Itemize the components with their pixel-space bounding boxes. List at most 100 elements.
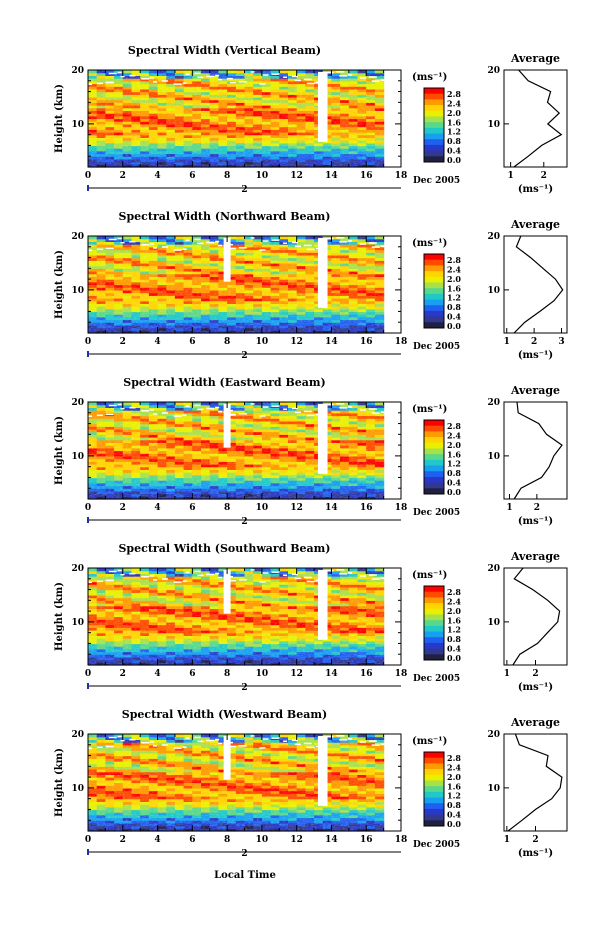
average-y-tick-label: 20: [487, 66, 500, 76]
data-gap: [88, 249, 92, 251]
colorbar-tick-label: 0.8: [447, 136, 461, 146]
colorbar-tick-label: 0.4: [447, 312, 461, 322]
data-gap: [153, 413, 158, 415]
data-gap: [339, 75, 348, 77]
colorbar-tick-label: 1.6: [447, 449, 461, 459]
data-gap: [359, 77, 366, 79]
colorbar-segment: [424, 288, 444, 295]
data-gap: [117, 237, 122, 240]
colorbar-tick-label: 1.6: [447, 117, 461, 127]
data-gap: [336, 237, 345, 239]
data-gap: [368, 76, 377, 78]
heatmap-texture: [88, 70, 384, 167]
data-gap: [153, 81, 158, 83]
data-gap: [105, 413, 114, 416]
data-gap: [194, 404, 201, 407]
day-marker: 2: [241, 351, 247, 361]
x-tick-label: 6: [189, 171, 195, 181]
data-gap: [218, 244, 223, 247]
colorbar-segment: [424, 431, 444, 438]
average-x-tick-label: 1: [504, 337, 510, 347]
average-title: Average: [510, 218, 560, 231]
colorbar-segment: [424, 122, 444, 129]
colorbar-segment: [424, 293, 444, 301]
y-tick-label: 10: [71, 452, 84, 462]
data-gap: [250, 403, 255, 405]
colorbar-segment: [424, 476, 444, 484]
x-tick-label: 14: [325, 337, 338, 347]
colorbar-segment: [424, 116, 444, 123]
colorbar-frame: [423, 87, 445, 163]
data-gap: [339, 241, 348, 243]
y-tick-label: 20: [71, 66, 84, 76]
data-gap: [327, 403, 334, 406]
x-tick-label: 6: [189, 337, 195, 347]
data-gap: [182, 414, 187, 416]
data-gap: [303, 78, 312, 81]
colorbar-segment: [424, 259, 444, 266]
data-gap: [306, 82, 315, 85]
data-gap: [294, 411, 301, 414]
data-gap: [120, 407, 125, 410]
data-gap: [117, 71, 122, 74]
colorbar-tick-label: 0.0: [447, 487, 461, 497]
date-label: Dec 2005: [413, 176, 460, 186]
data-gap: [294, 79, 301, 82]
x-tick-label: 0: [85, 503, 91, 513]
data-gap: [194, 238, 201, 241]
date-label: Dec 2005: [413, 508, 460, 518]
colorbar-unit: (ms⁻¹): [412, 404, 447, 415]
data-gap: [129, 406, 136, 409]
x-tick-label: 8: [224, 171, 230, 181]
x-tick-label: 2: [120, 503, 126, 513]
panel-1: Spectral Width (Northward Beam)0 2 4 6 8 10 12…: [54, 210, 568, 361]
data-gap: [303, 244, 312, 247]
average-x-tick-label: 2: [531, 337, 537, 347]
x-tick-label: 16: [360, 503, 373, 513]
data-gap: [271, 405, 280, 407]
data-gap: [359, 243, 366, 245]
x-tick-label: 4: [154, 171, 160, 181]
x-tick-label: 10: [256, 337, 269, 347]
data-gap: [371, 246, 380, 248]
data-gap: [161, 80, 168, 82]
data-gap: [150, 409, 155, 411]
colorbar-segment: [424, 156, 444, 163]
data-gap: [368, 242, 377, 244]
colorbar-segment: [424, 88, 444, 95]
data-gap: [206, 75, 215, 78]
data-gap: [153, 247, 158, 249]
colorbar-tick-label: 2.4: [447, 430, 461, 440]
date-label: Dec 2005: [413, 342, 460, 352]
data-gap: [303, 410, 312, 413]
colorbar-tick-label: 2.4: [447, 264, 461, 274]
average-x-label: (ms⁻¹): [518, 516, 553, 527]
data-gap: [336, 403, 345, 405]
data-gap: [250, 71, 255, 73]
data-gap: [161, 246, 168, 248]
data-gap: [120, 75, 125, 78]
x-tick-label: 18: [395, 337, 408, 347]
average-x-tick-label: 3: [558, 337, 564, 347]
colorbar-segment: [424, 276, 444, 283]
data-gap: [291, 407, 298, 410]
colorbar-segment: [424, 420, 444, 427]
data-gap: [317, 72, 328, 142]
colorbar-tick-label: 0.8: [447, 468, 461, 478]
average-line: [513, 235, 564, 334]
colorbar-unit: (ms⁻¹): [412, 72, 447, 83]
data-gap: [223, 238, 231, 282]
average-line: [513, 69, 563, 168]
data-gap: [250, 237, 255, 239]
colorbar-unit: (ms⁻¹): [412, 238, 447, 249]
average-x-label: (ms⁻¹): [518, 350, 553, 361]
data-gap: [348, 74, 353, 76]
data-gap: [327, 237, 334, 240]
colorbar-segment: [424, 299, 444, 306]
data-gap: [229, 81, 236, 84]
colorbar-segment: [424, 322, 444, 329]
data-gap: [229, 413, 236, 416]
average-x-label: (ms⁻¹): [518, 184, 553, 195]
x-tick-label: 14: [325, 503, 338, 513]
data-gap: [185, 73, 190, 76]
